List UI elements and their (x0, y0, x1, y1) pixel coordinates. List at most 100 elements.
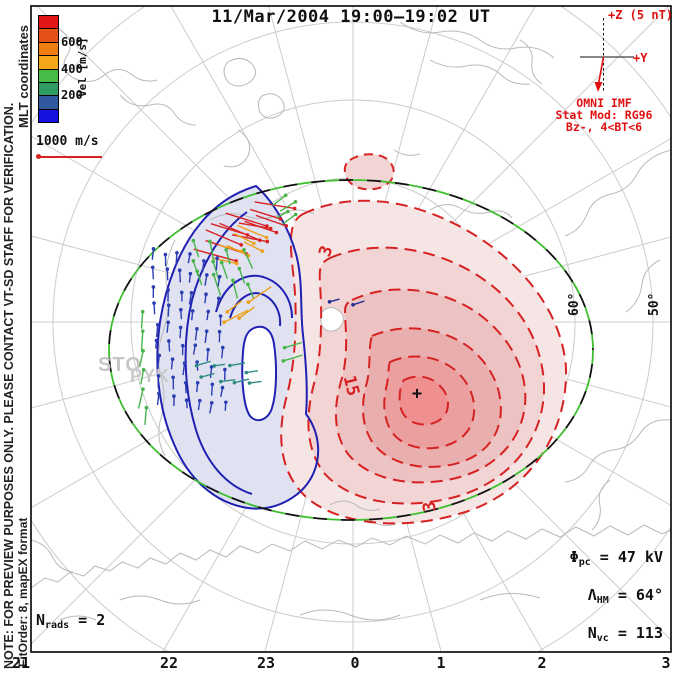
velocity-vector (226, 244, 249, 257)
velocity-vector (140, 369, 145, 385)
velocity-vector (223, 309, 249, 323)
velocity-vector (138, 350, 144, 367)
lambda-value: = 64° (608, 586, 663, 604)
imf-vector-arrow (594, 56, 605, 92)
velocity-vector-origin (170, 357, 175, 361)
velocity-vector (194, 328, 198, 341)
velocity-vector (196, 270, 203, 286)
imf-dial (580, 18, 634, 93)
velocity-vector (209, 241, 215, 263)
imf-source-label: OMNI IMF (576, 96, 632, 110)
velocity-vector (232, 280, 239, 299)
velocity-vector-origin (188, 252, 192, 256)
velocity-vector (188, 292, 193, 305)
velocity-vector-origin (151, 247, 156, 251)
plot-border (30, 5, 672, 653)
velocity-vector-origin (183, 381, 188, 385)
phi-value: = 47 kV (590, 548, 663, 566)
colorbar-segment (39, 96, 58, 110)
velocity-vector-origin (217, 329, 222, 334)
velocity-vector-origin (177, 268, 182, 273)
velocity-vector (156, 393, 160, 406)
velocity-vector-origin (191, 238, 196, 243)
velocity-vector (255, 214, 287, 227)
mlt-label-1: 1 (436, 654, 446, 672)
stat-cross-polar-potential: Φpc = 47 kV (570, 548, 663, 568)
contour-label-15: 15 (339, 373, 363, 398)
velocity-vector-origin (193, 343, 198, 348)
velocity-vector-origin (281, 359, 286, 363)
phi-symbol: Φ (569, 548, 579, 566)
velocity-vector (238, 222, 271, 230)
velocity-vector-origin (150, 265, 155, 270)
station-label-pyk: PYK (130, 366, 170, 386)
velocity-vector-origin (219, 260, 224, 265)
velocity-vector-origin (190, 309, 195, 313)
velocity-vector-origin (199, 375, 203, 379)
velocity-vector-origin (285, 209, 290, 214)
nrads-symbol: N (36, 611, 46, 629)
contour-labels: 3 15 3 (315, 243, 440, 512)
velocity-vector-origin (140, 309, 145, 314)
velocity-vector-origin (228, 363, 232, 368)
velocity-vector-origin (141, 329, 145, 333)
velocity-vector (204, 274, 208, 286)
velocity-vector-origin (251, 241, 256, 246)
velocity-vector (201, 260, 205, 273)
mlt-label-23: 23 (256, 654, 276, 672)
velocity-vector-origin (293, 200, 298, 204)
velocity-vector-origin (218, 314, 223, 318)
velocity-vector-origin (265, 239, 270, 244)
velocity-vector (137, 388, 144, 409)
velocity-vector (212, 274, 222, 296)
velocity-vector-origin (283, 193, 288, 198)
velocity-vector (221, 262, 229, 280)
velocity-vector (282, 213, 297, 225)
velocity-vector-origin (166, 288, 170, 292)
velocity-vector-origin (197, 398, 202, 403)
velocity-vector (276, 211, 289, 219)
velocity-vector-origin (293, 212, 298, 217)
velocity-vector-origin (209, 400, 214, 405)
velocity-vector-origin (178, 325, 183, 330)
velocity-vector (206, 349, 209, 362)
velocity-vector (209, 366, 213, 378)
velocity-vector-origin (195, 269, 200, 273)
mlt-label-2: 2 (537, 654, 547, 672)
velocity-vector-origin (171, 375, 175, 380)
velocity-vector (238, 268, 246, 284)
velocity-vector-origin (264, 235, 269, 240)
nvc-symbol: N (587, 624, 597, 642)
velocity-vector (182, 362, 186, 376)
velocity-vector-origin (195, 380, 200, 385)
velocity-vector (248, 286, 272, 303)
velocity-vector-origin (246, 282, 250, 287)
imf-y-axis-label: +Y (633, 51, 648, 65)
preview-note: NOTE: FOR PREVIEW PURPOSES ONLY. PLEASE … (2, 102, 16, 669)
colorbar-tick-200: 200 (61, 88, 83, 102)
velocity-vector-origin (260, 249, 265, 253)
colorbar-segment (39, 82, 58, 97)
potential-cell-fills (157, 154, 567, 524)
nvc-value: = 113 (608, 624, 663, 642)
velocity-vector-origin (219, 379, 223, 384)
colorbar-label: Vel [m/s] (76, 37, 89, 97)
velocity-vector (205, 229, 242, 246)
velocity-vector-origin (157, 353, 162, 358)
velocity-vector (234, 378, 250, 384)
coastline (31, 21, 671, 621)
velocity-vector-origin (239, 243, 244, 247)
plot-title: 11/Mar/2004 19:00–19:02 UT (211, 7, 491, 27)
velocity-vector-origin (152, 301, 156, 305)
colorbar-segment (39, 109, 58, 122)
velocity-vector-origin (179, 290, 184, 295)
velocity-vector (215, 258, 218, 271)
velocity-vector (238, 306, 255, 319)
velocity-vector-origin (204, 292, 208, 297)
velocity-vector-origin (204, 329, 209, 333)
velocity-vector (243, 241, 263, 252)
velocity-vector-origin (212, 364, 217, 368)
latitude-label-60: 60° (567, 292, 582, 316)
